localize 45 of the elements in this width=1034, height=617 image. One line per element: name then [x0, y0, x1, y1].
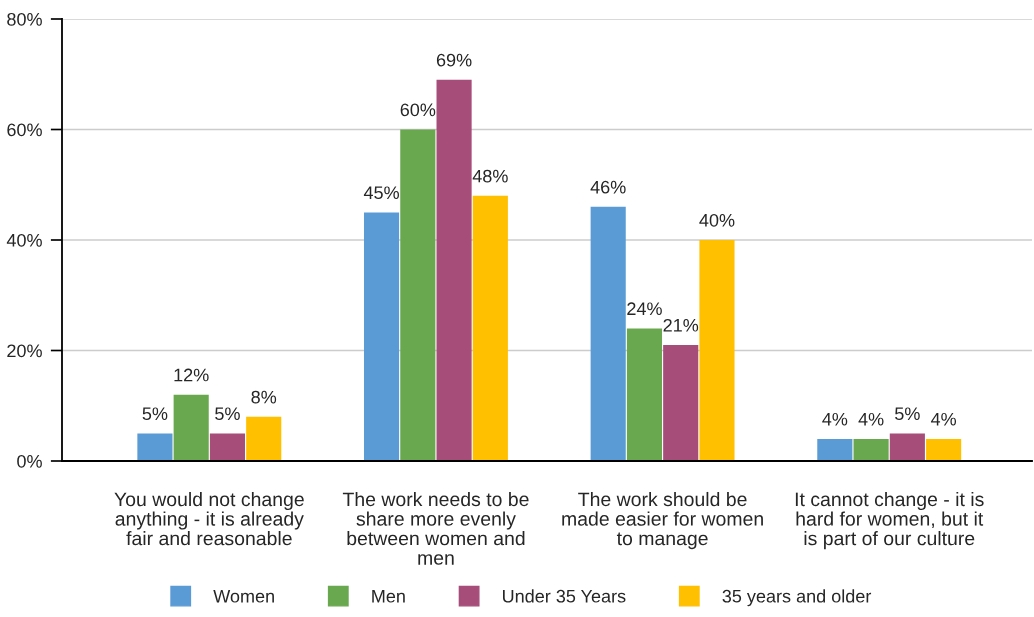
bar — [699, 240, 735, 461]
data-label: 5% — [215, 407, 240, 421]
y-tick-label: 60% — [7, 123, 42, 137]
bar — [663, 344, 699, 461]
data-label: 60% — [400, 103, 436, 117]
x-tick-label: The work should be made easier for women to manage — [562, 491, 763, 550]
data-label: 46% — [590, 180, 626, 194]
data-label: 48% — [472, 169, 508, 183]
legend-label: Men — [372, 590, 405, 603]
bar — [626, 328, 663, 461]
data-label: 21% — [663, 318, 699, 332]
data-label: 69% — [436, 53, 472, 67]
bar — [436, 79, 472, 461]
bar — [853, 438, 889, 461]
data-label: 45% — [363, 186, 399, 200]
bar — [590, 206, 626, 461]
y-tick-label: 0% — [17, 454, 42, 468]
x-tick-label: The work needs to be share more evenly between women and men — [342, 491, 529, 565]
data-label: 12% — [174, 368, 209, 382]
y-tick-label: 40% — [6, 233, 42, 247]
bar — [363, 212, 400, 461]
data-label: 8% — [251, 390, 277, 404]
legend-label: Women — [213, 590, 274, 603]
y-tick-label: 80% — [7, 12, 42, 26]
x-tick-label: It cannot change - it is hard for women, but it is part of our culture — [795, 491, 984, 550]
data-label: 5% — [895, 407, 920, 421]
data-label: 40% — [699, 213, 735, 227]
data-label: 5% — [142, 407, 168, 421]
y-tick-label: 20% — [7, 344, 42, 358]
bar — [817, 438, 853, 461]
bar — [472, 195, 508, 461]
bar — [173, 394, 209, 461]
data-label: 4% — [858, 412, 884, 426]
data-label: 4% — [822, 412, 848, 426]
legend-label: 35 years and older — [722, 589, 872, 607]
bar — [137, 433, 173, 461]
bar — [209, 433, 246, 461]
x-tick-label: You would not change anything - it is already fair and reasonable — [114, 491, 304, 546]
data-label: 24% — [627, 302, 662, 316]
data-label: 4% — [930, 412, 957, 426]
bar — [889, 433, 925, 461]
legend-label: Under 35 Years — [503, 589, 626, 603]
bar — [926, 438, 962, 461]
bar — [400, 129, 436, 461]
bar — [246, 416, 282, 461]
